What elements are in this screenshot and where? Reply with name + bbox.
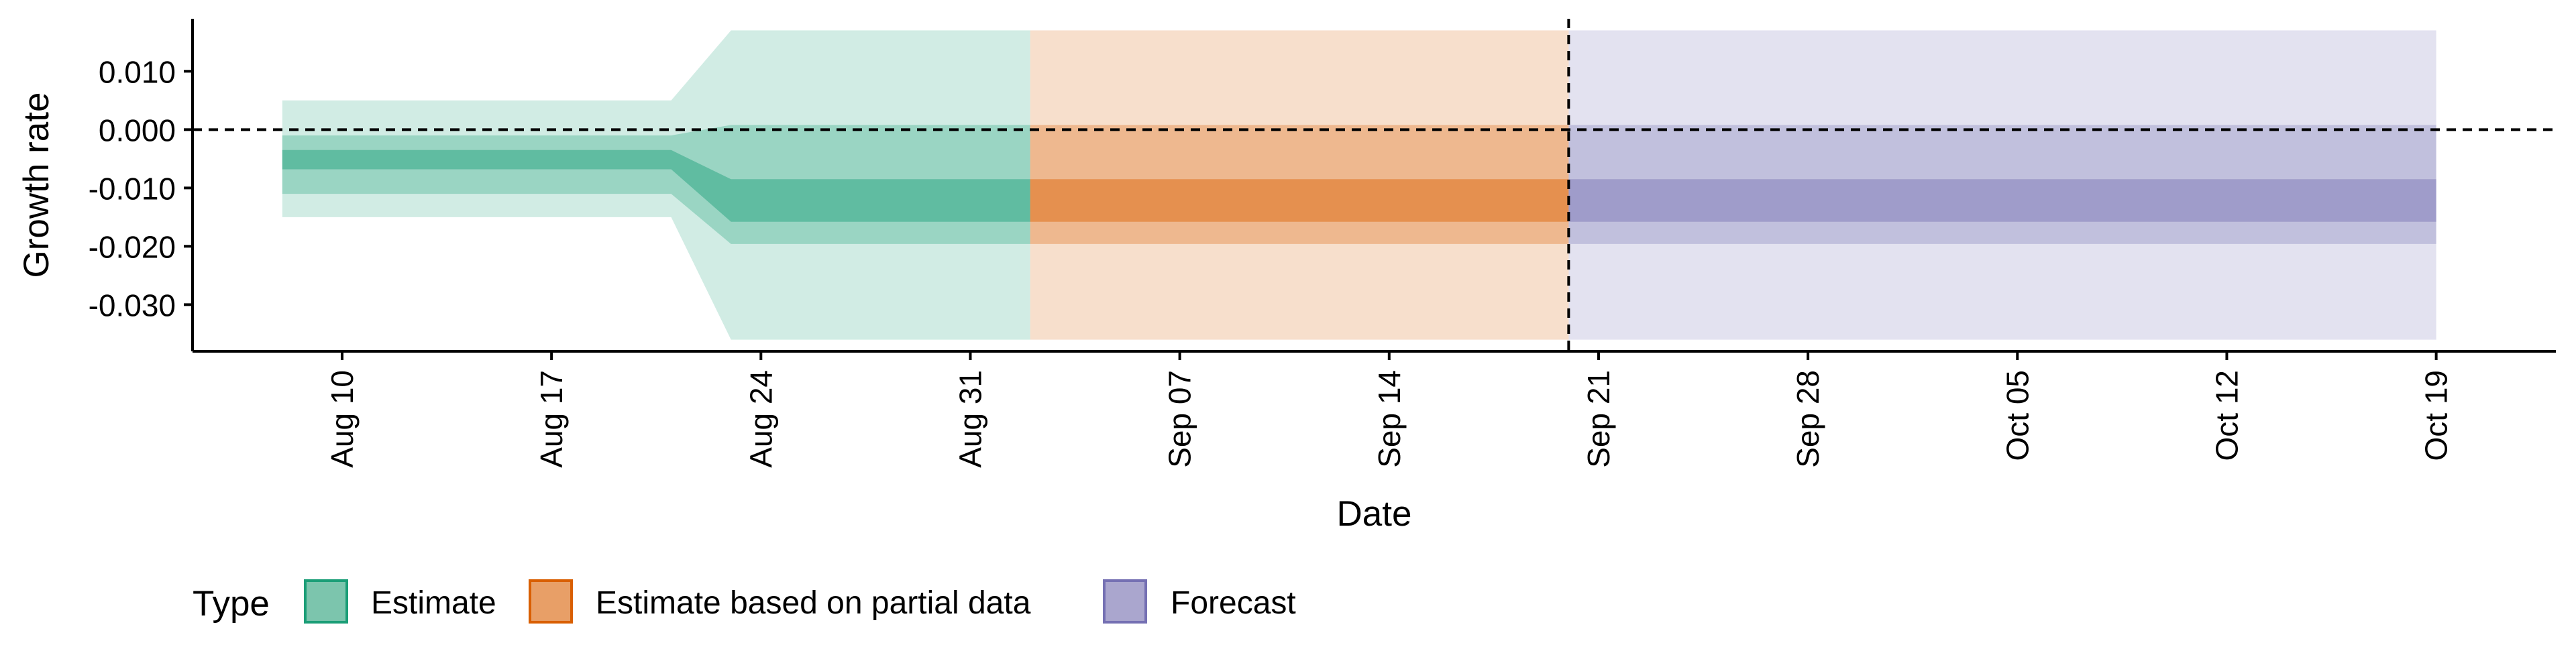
legend-key-2 (1103, 579, 1147, 624)
legend-title: Type (193, 584, 270, 624)
band-90-series-2 (1568, 30, 2436, 340)
x-tick-label-7: Sep 28 (1790, 370, 1825, 468)
series-2 (1568, 30, 2436, 340)
x-tick-label-3: Aug 31 (953, 370, 988, 468)
y-tick-label-3: -0.020 (89, 229, 176, 264)
legend: Type Estimate Estimate based on partial d… (193, 579, 1296, 624)
y-axis-title: Growth rate (17, 93, 56, 278)
band-20-series-2 (1568, 179, 2436, 222)
x-tick-label-6: Sep 21 (1581, 370, 1616, 468)
x-tick-label-4: Sep 07 (1163, 370, 1197, 468)
band-90-series-1 (1030, 30, 1569, 340)
band-20-series-1 (1030, 179, 1569, 222)
y-tick-label-0: 0.010 (99, 54, 176, 89)
legend-key-0 (304, 579, 348, 624)
x-axis-title: Date (1337, 494, 1412, 534)
axes (191, 19, 2556, 353)
legend-label-2: Forecast (1171, 585, 1296, 621)
y-tick-label-1: 0.000 (99, 113, 176, 148)
x-tick-label-0: Aug 10 (325, 370, 360, 468)
x-tick-label-1: Aug 17 (534, 370, 569, 468)
x-tick-label-2: Aug 24 (743, 370, 778, 468)
y-tick-label-2: -0.010 (89, 171, 176, 206)
x-tick-label-5: Sep 14 (1372, 370, 1407, 468)
legend-key-1 (529, 579, 573, 624)
series-1 (1030, 30, 1569, 340)
x-tick-label-9: Oct 12 (2210, 370, 2245, 461)
band-50-series-2 (1568, 125, 2436, 244)
reference-lines (193, 19, 2556, 351)
band-50-series-0 (282, 125, 1030, 244)
band-90-series-0 (282, 30, 1030, 340)
band-50-series-1 (1030, 125, 1569, 244)
legend-label-1: Estimate based on partial data (596, 585, 1031, 621)
band-20-series-0 (282, 150, 1030, 222)
legend-label-0: Estimate (371, 585, 496, 621)
tick-marks-and-labels: 0.010 0.000 -0.010 -0.020 -0.030 Aug 10 Aug 17… (89, 54, 2454, 467)
x-tick-label-10: Oct 19 (2419, 370, 2454, 461)
series-0 (282, 30, 1030, 340)
ribbon-bands (282, 30, 2436, 340)
y-tick-label-4: -0.030 (89, 288, 176, 322)
x-tick-label-8: Oct 05 (2000, 370, 2035, 461)
